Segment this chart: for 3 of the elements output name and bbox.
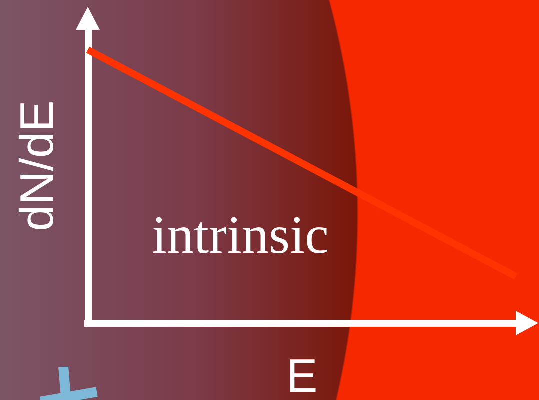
y-axis-title: dN/dE <box>10 100 63 232</box>
x-axis-title: E <box>286 349 318 400</box>
annotation: intrinsic <box>152 205 329 265</box>
